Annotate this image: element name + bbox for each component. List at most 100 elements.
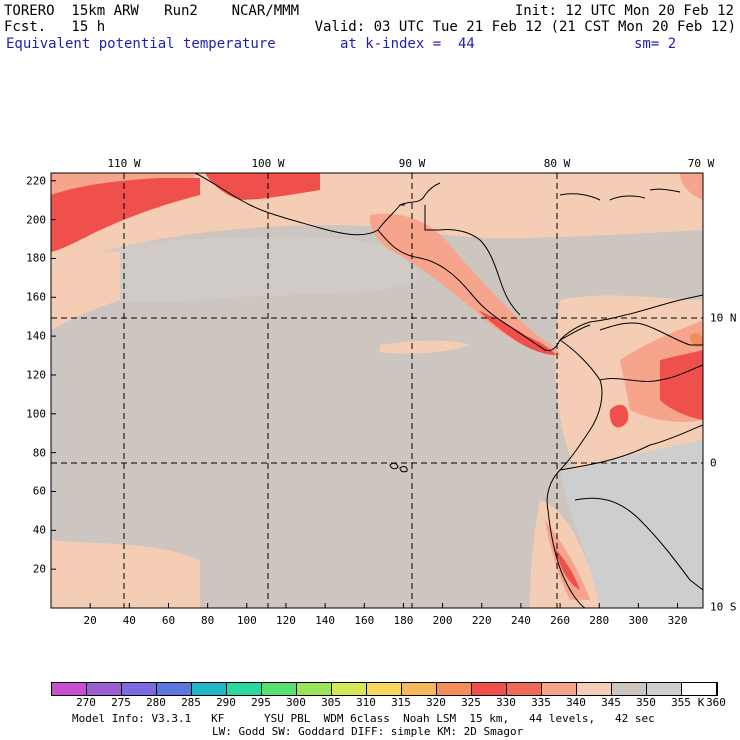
model-info-line: Model Info: V3.3.1 KF YSU PBL WDM 6class…: [72, 712, 655, 725]
colorbar-label: 310: [356, 696, 376, 709]
colorbar-label: 350: [636, 696, 656, 709]
lon-label-70w: 70 W: [687, 157, 715, 170]
x-tick-label: 280: [589, 614, 610, 627]
coastline-mexico-central-america: [194, 173, 703, 351]
x-tick-label: 160: [354, 614, 375, 627]
colorbar-label: 290: [216, 696, 236, 709]
colorbar-label: 340: [566, 696, 586, 709]
colorbar-swatch: [297, 683, 332, 695]
y-tick-label: 100: [26, 407, 46, 421]
colorbar-label: 285: [181, 696, 201, 709]
colorbar-label: 295: [251, 696, 271, 709]
lon-label-80w: 80 W: [543, 157, 571, 170]
warm-region-west-coast: [51, 251, 120, 330]
lon-label-110w: 110 W: [107, 157, 141, 170]
x-tick-label: 20: [83, 614, 97, 627]
colorbar-swatch: [332, 683, 367, 695]
level-info: at k-index = 44: [340, 36, 475, 52]
x-tick-label: 240: [510, 614, 531, 627]
colorbar-swatch: [262, 683, 297, 695]
colorbar-swatch: [542, 683, 577, 695]
colorbar-label: 335: [531, 696, 551, 709]
colorbar-swatch: [472, 683, 507, 695]
lon-label-100w: 100 W: [251, 157, 285, 170]
colorbar-swatch: [87, 683, 122, 695]
country-border-colombia: [599, 364, 703, 382]
coastline-south-america-north: [599, 322, 703, 346]
colorbar-swatch: [507, 683, 542, 695]
colorbar-label: 315: [391, 696, 411, 709]
warm-patch-center: [380, 340, 470, 354]
colorbar-swatch: [122, 683, 157, 695]
hot-patch-east-inland: [609, 404, 629, 428]
caribbean-islands: [559, 188, 681, 201]
colorbar-label: 360: [706, 696, 726, 709]
lat-label-10n: 10 N: [710, 311, 737, 325]
warm-region-southwest: [51, 540, 200, 608]
valid-time: Valid: 03 UTC Tue 21 Feb 12 (21 CST Mon …: [314, 19, 736, 35]
forecast-hour: Fcst. 15 h: [4, 19, 106, 35]
colorbar-label: 305: [321, 696, 341, 709]
colorbar-swatch: [52, 683, 87, 695]
y-tick-label: 200: [26, 213, 46, 227]
y-tick-label: 40: [32, 523, 46, 537]
x-tick-label: 180: [393, 614, 414, 627]
salmon-region-south-andes: [545, 520, 590, 600]
colorbar-label: 280: [146, 696, 166, 709]
x-tick-label: 80: [201, 614, 215, 627]
colorbar-swatch: [402, 683, 437, 695]
map-frame: [50, 172, 704, 609]
colorbar-swatch: [612, 683, 647, 695]
ocean-light-region: [60, 237, 420, 303]
y-tick-label: 180: [26, 251, 46, 265]
colorbar-swatch: [192, 683, 227, 695]
physics-info-line: LW: Godd SW: Goddard DIFF: simple KM: 2D…: [212, 725, 524, 738]
colorbar-unit: K: [697, 696, 705, 709]
x-tick-label: 60: [161, 614, 176, 627]
x-tick-label: 220: [471, 614, 492, 627]
colorbar-label: 320: [426, 696, 446, 709]
colorbar-label: 325: [461, 696, 481, 709]
x-tick-label: 300: [628, 614, 649, 627]
colorbar-label: 355: [671, 696, 691, 709]
coastline-caribbean: [439, 229, 591, 341]
southeast-gray-region: [560, 430, 703, 608]
init-time: Init: 12 UTC Mon 20 Feb 12: [514, 3, 734, 19]
colorbar-label: 275: [111, 696, 131, 709]
hot-patch-andes: [555, 548, 580, 590]
y-tick-label: 60: [32, 484, 46, 498]
colorbar-label: 345: [601, 696, 621, 709]
colorbar-label: 330: [496, 696, 516, 709]
colorbar-swatch: [437, 683, 472, 695]
colorbar-label: 270: [76, 696, 96, 709]
x-tick-label: 40: [122, 614, 136, 627]
model-title: TORERO 15km ARW Run2 NCAR/MMM: [4, 3, 300, 19]
x-tick-label: 200: [432, 614, 453, 627]
y-tick-label: 80: [32, 446, 46, 460]
lat-label-10s: 10 S: [710, 600, 737, 614]
coastline-yucatan: [399, 182, 441, 231]
colorbar-swatch: [367, 683, 402, 695]
hot-band-mexico: [205, 173, 320, 200]
colorbar-swatch: [577, 683, 612, 695]
y-tick-label: 220: [26, 174, 46, 188]
hot-band-east: [660, 350, 703, 420]
colorbar-swatch: [227, 683, 262, 695]
y-tick-label: 120: [26, 368, 46, 382]
lon-label-90w: 90 W: [398, 157, 426, 170]
salmon-region-central-america: [369, 213, 560, 355]
lat-label-0: 0: [710, 456, 717, 470]
x-tick-label: 100: [236, 614, 257, 627]
colorbar-swatch: [647, 683, 682, 695]
colorbar-swatch: [682, 683, 717, 695]
x-tick-label: 120: [276, 614, 296, 627]
salmon-region-top-right: [680, 173, 703, 200]
colorbar-label: 300: [286, 696, 306, 709]
hot-band-northwest: [51, 178, 200, 252]
y-tick-label: 140: [26, 329, 46, 343]
hottest-patch-orange: [690, 333, 703, 347]
field-name: Equivalent potential temperature: [6, 36, 276, 52]
country-border-andes: [559, 424, 703, 591]
y-tick-label: 160: [26, 290, 46, 304]
